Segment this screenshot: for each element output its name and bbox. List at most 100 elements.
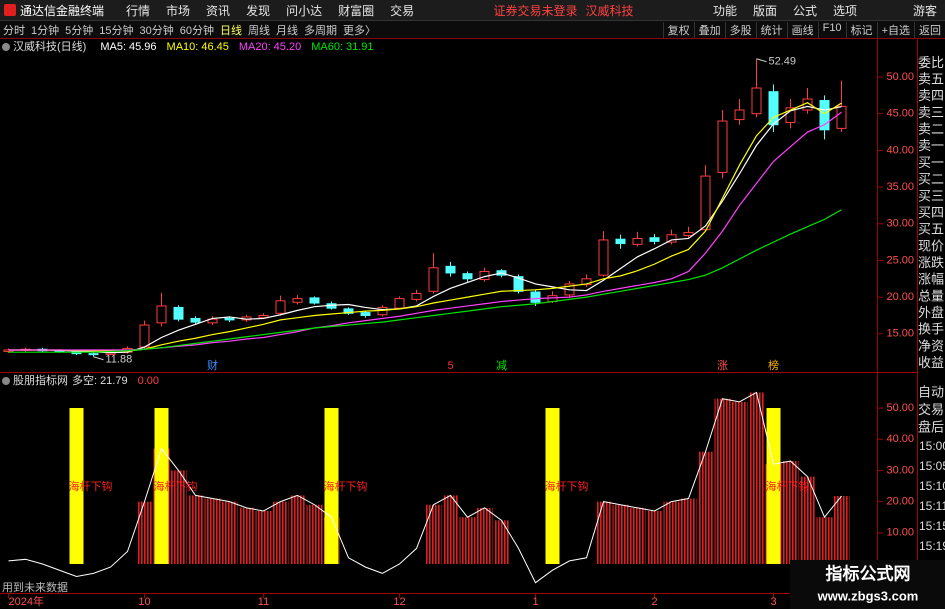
x-tick-label: 2024年 — [9, 594, 44, 608]
menu-item[interactable]: 发现 — [246, 3, 271, 18]
signal-bar — [154, 408, 169, 564]
y-tick-label: 30.00 — [886, 218, 914, 230]
tool-button[interactable]: 统计 — [755, 21, 787, 38]
side-label: 现价 — [918, 238, 944, 253]
side-time: 15:15 — [919, 519, 945, 533]
candle-body — [700, 175, 711, 231]
candle-body — [258, 314, 269, 319]
tool-button[interactable]: 标记 — [845, 21, 877, 38]
period-button[interactable]: 30分钟 — [139, 24, 174, 37]
indicator-bar — [459, 517, 476, 564]
period-button[interactable]: 周线 — [248, 24, 270, 37]
tool-button[interactable]: +自选 — [876, 21, 914, 38]
period-button[interactable]: 15分钟 — [99, 24, 134, 37]
period-button[interactable]: 日线 — [220, 24, 242, 37]
indicator-bar — [204, 498, 221, 564]
tool-button[interactable]: 返回 — [914, 21, 945, 38]
period-button[interactable]: 月线 — [276, 24, 298, 37]
candle-body — [530, 291, 541, 303]
x-tick-label: 11 — [258, 596, 269, 608]
menu-item[interactable]: 资讯 — [206, 3, 231, 18]
menu-item[interactable]: 行情 — [126, 3, 151, 18]
menu-item[interactable]: 交易 — [390, 3, 415, 18]
tool-button[interactable]: 画线 — [786, 21, 818, 38]
period-button[interactable]: 60分钟 — [179, 24, 214, 37]
x-tick-label: 2 — [651, 596, 657, 608]
side-label: 买二 — [918, 172, 944, 187]
signal-bar — [545, 408, 560, 564]
menu-bar: 通达信金融终端 行情 市场 资讯 发现 问小达 财富圈 交易 证券交易未登录 汉威科技 功能… — [0, 0, 945, 21]
candle-body — [632, 237, 643, 245]
signal-label: 海杆下钩 — [154, 479, 198, 493]
side-mode: 交易 — [918, 402, 944, 417]
y-tick-label: 45.00 — [886, 108, 914, 120]
period-button[interactable]: 5分钟 — [65, 24, 94, 37]
candle-body — [462, 273, 473, 280]
period-button[interactable]: 多周期 — [304, 24, 337, 37]
candle-body — [819, 99, 830, 131]
side-label: 委比 — [918, 55, 944, 70]
menu-item[interactable]: 功能 — [712, 3, 737, 18]
indicator-bar — [680, 498, 697, 564]
tool-buttons: 复权 叠加 多股 统计 画线 F10 标记 +自选 返回 — [662, 21, 945, 38]
indicator-bar — [187, 495, 204, 564]
candle-body — [581, 278, 592, 286]
indicator-bar — [476, 507, 493, 564]
menu-item[interactable]: 市场 — [166, 3, 191, 18]
tool-button[interactable]: F10 — [817, 21, 846, 38]
side-label: 买四 — [918, 205, 944, 220]
indicator-bar — [782, 461, 799, 564]
side-label: 卖二 — [918, 122, 944, 137]
candle-body — [513, 276, 524, 292]
collapse-icon[interactable] — [2, 43, 10, 51]
side-label: 卖五 — [918, 71, 944, 86]
menu-item[interactable]: 公式 — [792, 3, 817, 18]
menu-item[interactable]: 财富圈 — [338, 3, 375, 18]
tool-button[interactable]: 叠加 — [693, 21, 725, 38]
candle-body — [292, 298, 303, 303]
side-label: 涨幅 — [918, 272, 944, 287]
indicator-bar — [289, 495, 306, 564]
candle-body — [598, 239, 609, 276]
candle-body — [428, 267, 439, 292]
event-marker: 涨 — [717, 359, 728, 372]
y-tick-label: 50.00 — [886, 71, 914, 83]
menu-item[interactable]: 问小达 — [286, 3, 323, 18]
menu-item[interactable]: 版面 — [752, 3, 777, 18]
candle-body — [190, 317, 201, 323]
indicator-bar — [306, 504, 323, 564]
side-label: 买五 — [918, 222, 944, 237]
legend-value: 21.79 — [100, 375, 128, 387]
menu-item[interactable]: 选项 — [832, 3, 857, 18]
tool-button[interactable]: 复权 — [662, 21, 694, 38]
candle-body — [360, 312, 371, 316]
side-label: 外盘 — [918, 305, 944, 320]
y-tick-label: 35.00 — [886, 181, 914, 193]
side-label: 净资 — [918, 338, 944, 353]
x-tick-label: 1 — [532, 596, 538, 608]
candle-body — [683, 232, 694, 237]
period-button[interactable]: 分时 — [3, 24, 25, 37]
candle-body — [666, 234, 677, 243]
y-tick-label: 40.00 — [886, 144, 914, 156]
signal-label: 海杆下钩 — [766, 479, 810, 493]
period-button[interactable]: 更多〉 — [343, 24, 376, 37]
collapse-icon[interactable] — [2, 377, 10, 385]
legend-value: 31.91 — [346, 41, 374, 53]
legend-value: 45.20 — [274, 41, 302, 53]
tool-button[interactable]: 多股 — [724, 21, 756, 38]
indicator-bar — [731, 401, 748, 564]
period-button[interactable]: 1分钟 — [31, 24, 60, 37]
candle-body — [309, 297, 320, 304]
candle-body — [768, 91, 779, 126]
high-pointer — [756, 58, 767, 63]
trade-status[interactable]: 证券交易未登录 — [493, 3, 578, 18]
candle-body — [394, 298, 405, 309]
indicator-bar — [697, 451, 714, 564]
candle-body — [649, 237, 660, 242]
indicator-bar — [799, 476, 816, 564]
side-time: 15:19 — [919, 539, 945, 553]
y-tick-label: 50.00 — [886, 402, 914, 414]
user[interactable]: 游客 — [913, 3, 938, 18]
